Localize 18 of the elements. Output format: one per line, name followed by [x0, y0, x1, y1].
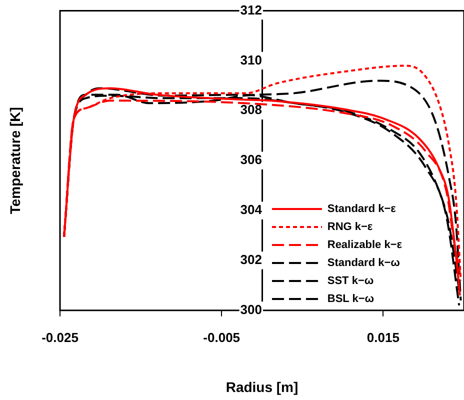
x-tick-label: -0.025 — [42, 330, 78, 345]
legend-label: Realizable k−ε — [327, 239, 402, 251]
y-tick-label: 304 — [240, 202, 263, 218]
x-axis-title: Radius [m] — [226, 378, 298, 395]
legend-label: BSL k−ω — [327, 293, 374, 305]
y-tick-label: 312 — [240, 2, 262, 18]
legend-label: SST k−ω — [327, 275, 374, 287]
y-axis-title: Temperature [K] — [6, 107, 23, 214]
y-tick-label: 310 — [240, 52, 262, 68]
x-tick-label: -0.005 — [203, 330, 240, 345]
x-tick-label: 0.015 — [366, 330, 400, 345]
y-tick-label: 302 — [240, 252, 262, 268]
y-tick-label: 300 — [240, 302, 262, 317]
y-tick-label: 308 — [240, 102, 262, 118]
y-tick-label: 306 — [240, 152, 262, 168]
legend-label: RNG k−ε — [327, 221, 373, 233]
legend-label: Standard k−ω — [327, 257, 400, 269]
legend-label: Standard k−ε — [327, 203, 396, 215]
